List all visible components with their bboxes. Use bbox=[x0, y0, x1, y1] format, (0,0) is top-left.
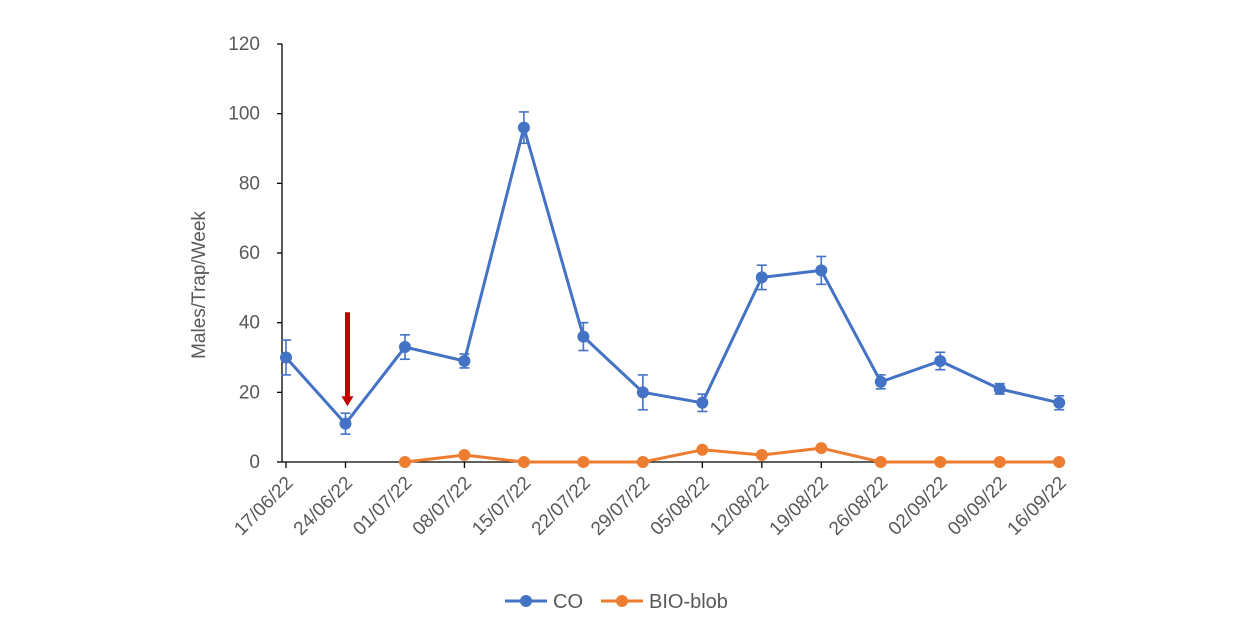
data-point bbox=[815, 442, 828, 455]
annotation-arrow-head bbox=[341, 396, 354, 407]
data-point bbox=[517, 121, 530, 134]
data-point bbox=[1053, 396, 1066, 409]
y-tick-label: 0 bbox=[249, 452, 260, 473]
x-tick-label: 08/07/22 bbox=[409, 473, 476, 540]
y-tick-label: 120 bbox=[228, 34, 260, 55]
data-point bbox=[1053, 456, 1066, 468]
y-axis-title: Males/Trap/Week bbox=[189, 211, 210, 359]
y-tick-label: 40 bbox=[239, 313, 260, 334]
data-point bbox=[398, 456, 411, 468]
data-point bbox=[993, 382, 1006, 395]
series-co bbox=[280, 111, 1066, 435]
x-tick-label: 16/09/22 bbox=[1004, 473, 1071, 540]
x-tick-label: 02/09/22 bbox=[885, 473, 952, 540]
data-point bbox=[636, 456, 649, 468]
data-point bbox=[874, 375, 887, 388]
data-point bbox=[755, 271, 768, 284]
data-point bbox=[696, 443, 709, 456]
x-tick-label: 26/08/22 bbox=[825, 473, 892, 540]
data-point bbox=[458, 449, 471, 462]
data-point bbox=[696, 396, 709, 409]
y-tick-label: 60 bbox=[239, 243, 260, 264]
data-point bbox=[398, 341, 411, 354]
x-tick-label: 01/07/22 bbox=[349, 473, 416, 540]
x-axis: 17/06/2224/06/2201/07/2208/07/2215/07/22… bbox=[230, 461, 1071, 540]
legend-item: BIO-blob bbox=[601, 591, 728, 613]
data-point bbox=[458, 354, 471, 367]
x-tick-label: 19/08/22 bbox=[766, 473, 833, 540]
data-point bbox=[577, 456, 590, 468]
legend-label: CO bbox=[553, 591, 583, 613]
data-point bbox=[934, 456, 947, 468]
y-tick-label: 80 bbox=[239, 173, 260, 194]
data-point bbox=[636, 386, 649, 399]
data-point bbox=[993, 456, 1006, 468]
data-point bbox=[755, 449, 768, 462]
legend-marker bbox=[520, 595, 532, 607]
x-tick-label: 15/07/22 bbox=[468, 473, 535, 540]
series-line bbox=[284, 126, 1060, 426]
y-axis: 0 20 40 60 80 100 120 bbox=[228, 34, 283, 473]
x-tick-label: 29/07/22 bbox=[587, 473, 654, 540]
data-point bbox=[934, 354, 947, 367]
annotation-layer bbox=[341, 312, 354, 407]
y-tick-label: 100 bbox=[228, 104, 260, 125]
x-tick-label: 12/08/22 bbox=[706, 473, 773, 540]
x-tick-label: 17/06/22 bbox=[230, 473, 297, 540]
legend-item: CO bbox=[505, 591, 583, 613]
legend: CO BIO-blob bbox=[505, 591, 728, 613]
series-line bbox=[404, 446, 1060, 464]
y-tick-label: 20 bbox=[239, 382, 260, 403]
x-tick-label: 05/08/22 bbox=[647, 473, 714, 540]
data-point bbox=[577, 330, 590, 343]
legend-label: BIO-blob bbox=[649, 591, 728, 613]
data-point bbox=[874, 456, 887, 468]
data-point bbox=[815, 264, 828, 277]
data-point bbox=[517, 456, 530, 468]
x-tick-label: 24/06/22 bbox=[290, 473, 357, 540]
x-tick-label: 22/07/22 bbox=[528, 473, 595, 540]
data-point bbox=[339, 417, 352, 430]
x-tick-label: 09/09/22 bbox=[944, 473, 1011, 540]
series-bio-blob bbox=[398, 442, 1066, 468]
legend-marker bbox=[616, 595, 628, 607]
series-layer bbox=[280, 111, 1066, 468]
data-point bbox=[280, 351, 292, 364]
